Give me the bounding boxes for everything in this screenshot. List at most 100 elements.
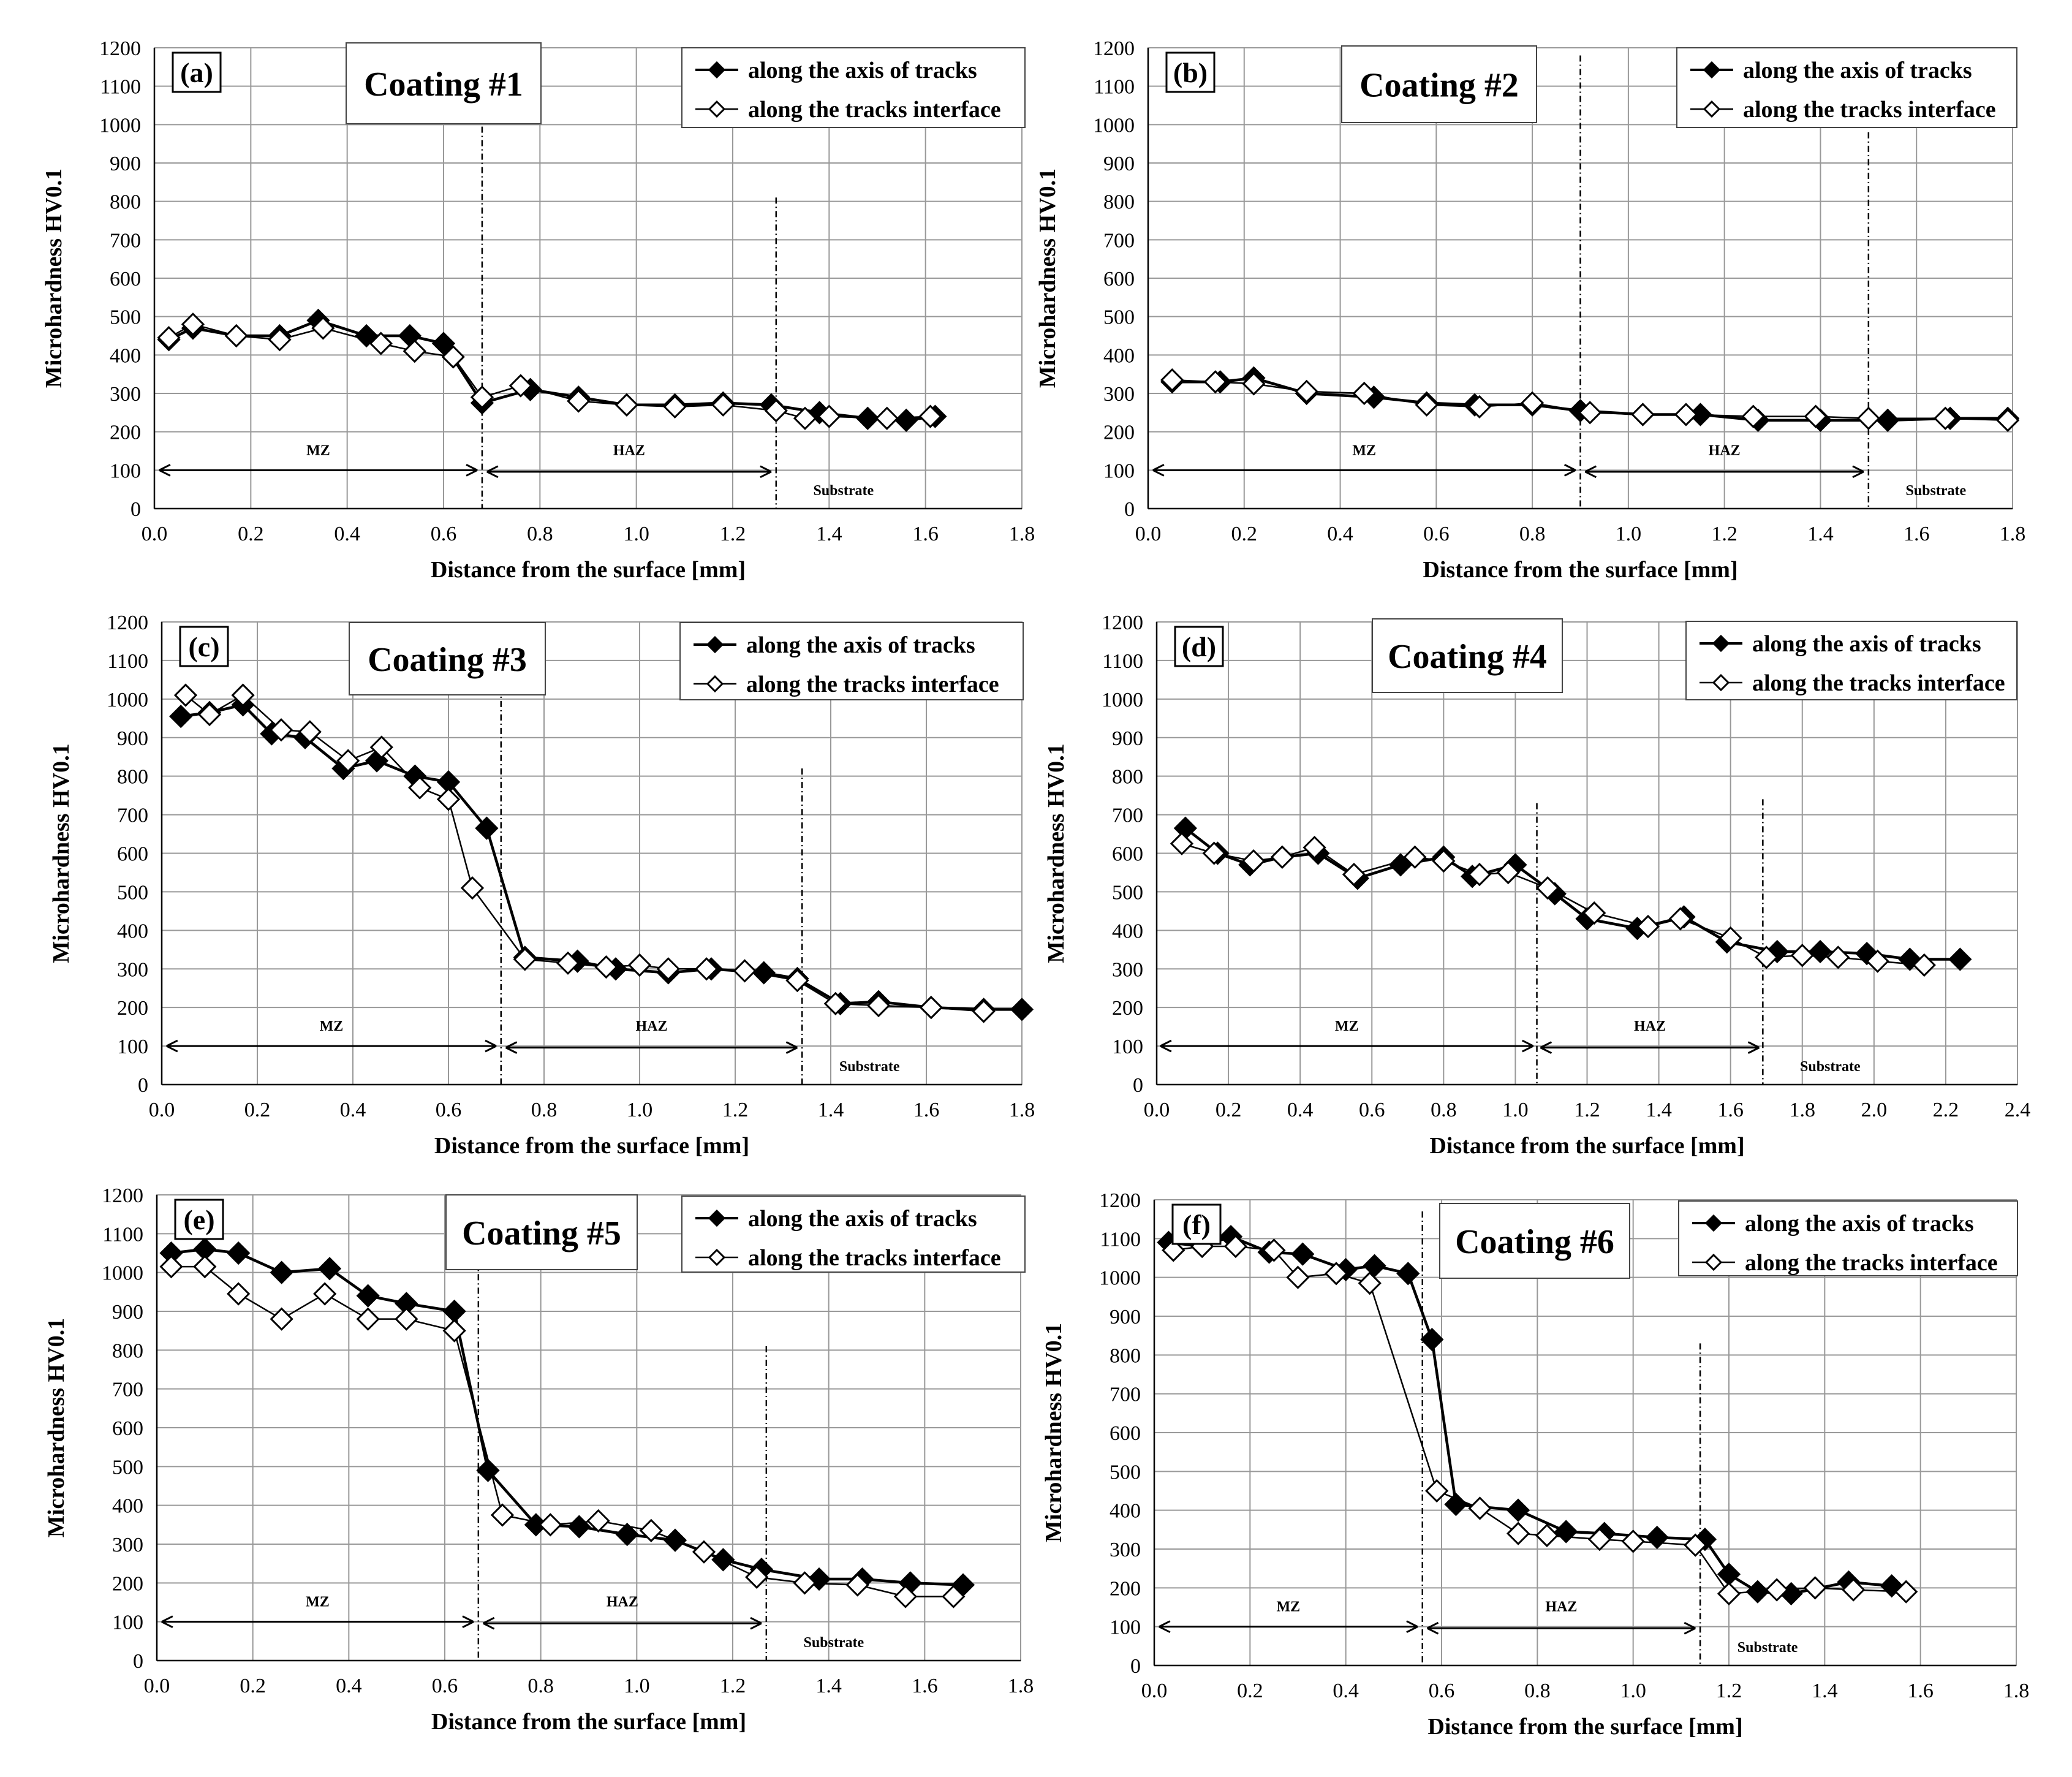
- data-point-axis: [227, 1241, 251, 1265]
- data-point-interface: [442, 1319, 466, 1343]
- zone-label-mz: MZ: [320, 1018, 344, 1034]
- y-tick-label: 1100: [1094, 76, 1135, 99]
- data-point-interface: [1631, 403, 1655, 426]
- y-tick-label: 1000: [107, 689, 148, 711]
- x-tick-label: 1.0: [1620, 1680, 1646, 1702]
- x-tick-label: 0.8: [527, 523, 553, 545]
- y-tick-label: 1100: [1102, 650, 1143, 673]
- y-tick-label: 500: [112, 1456, 143, 1479]
- y-tick-label: 800: [112, 1339, 143, 1362]
- data-point-interface: [336, 749, 360, 773]
- series-line-axis-of-tracks: [1172, 376, 2008, 422]
- y-tick-label: 700: [1112, 805, 1143, 827]
- zone-arrowhead: [161, 1615, 173, 1629]
- legend-box: [679, 622, 1024, 700]
- x-axis-title: Distance from the surface [mm]: [431, 557, 746, 583]
- y-tick-label: 400: [1110, 1500, 1141, 1523]
- y-tick-label: 1200: [1093, 37, 1135, 60]
- data-point-interface: [227, 1282, 251, 1306]
- x-tick-label: 0.8: [527, 1675, 554, 1697]
- data-point-interface: [594, 955, 618, 979]
- legend-box: [1676, 47, 2017, 128]
- data-point-axis: [615, 1523, 639, 1547]
- x-tick-label: 0.4: [336, 1675, 362, 1697]
- x-tick-label: 0.4: [334, 523, 360, 545]
- data-point-interface: [1684, 1533, 1707, 1557]
- series-line-axis-of-tracks: [180, 703, 1022, 1011]
- y-axis-title: Microhardness HV0.1: [41, 169, 67, 388]
- panel-label: (a): [180, 57, 213, 88]
- legend-marker-open-diamond: [708, 1248, 726, 1267]
- data-point-interface: [1582, 901, 1606, 925]
- zone-arrowhead: [505, 1041, 518, 1054]
- y-tick-label: 0: [138, 1074, 148, 1097]
- x-tick-label: 0.6: [1429, 1680, 1455, 1702]
- x-tick-label: 0.2: [1237, 1680, 1263, 1702]
- zone-arrowhead: [1563, 463, 1576, 477]
- legend-entry: along the tracks interface: [1743, 97, 1996, 123]
- x-tick-label: 1.6: [1717, 1099, 1744, 1121]
- y-tick-label: 1000: [102, 1262, 143, 1285]
- y-tick-label: 1000: [1093, 114, 1135, 137]
- data-point-interface: [369, 735, 393, 759]
- y-tick-label: 600: [110, 268, 141, 290]
- legend-entry: along the axis of tracks: [748, 58, 977, 83]
- data-point-axis: [169, 705, 193, 729]
- y-axis-title: Microhardness HV0.1: [48, 743, 74, 963]
- data-point-interface: [313, 1282, 337, 1306]
- y-tick-label: 0: [133, 1650, 143, 1673]
- data-point-interface: [817, 404, 841, 428]
- data-point-interface: [1535, 876, 1560, 900]
- data-point-interface: [1352, 381, 1376, 406]
- data-point-interface: [1506, 1521, 1530, 1545]
- chart-panel-5: 0 100 200 300 400 500 600 700 800 900 1000 1100 1200…: [43, 1184, 1034, 1735]
- data-point-interface: [269, 718, 293, 742]
- data-point-interface: [270, 1307, 293, 1331]
- data-point-interface: [157, 326, 181, 350]
- data-point-interface: [1203, 370, 1227, 394]
- data-point-interface: [942, 1585, 966, 1608]
- zone-arrowhead: [1159, 1620, 1171, 1634]
- y-tick-label: 200: [1112, 997, 1143, 1020]
- x-tick-label: 1.0: [1502, 1099, 1529, 1121]
- y-axis-title: Microhardness HV0.1: [43, 1318, 69, 1537]
- data-point-interface: [193, 1255, 217, 1279]
- y-tick-label: 800: [1110, 1344, 1141, 1367]
- y-tick-label: 300: [1110, 1539, 1141, 1561]
- coating-title-box: [1372, 618, 1563, 693]
- x-tick-label: 0.8: [1524, 1680, 1551, 1702]
- data-point-interface: [1842, 1578, 1866, 1602]
- zone-arrowhead: [159, 463, 171, 477]
- legend-entry: along the tracks interface: [748, 1245, 1001, 1271]
- data-point-interface: [918, 404, 942, 428]
- x-axis-title: Distance from the surface [mm]: [431, 1709, 746, 1735]
- data-point-interface: [1765, 1578, 1789, 1602]
- data-point-interface: [1856, 406, 1880, 430]
- legend-box: [681, 47, 1026, 128]
- y-tick-label: 400: [1103, 344, 1135, 367]
- data-point-interface: [1826, 945, 1850, 969]
- coating-title: Coating #4: [1388, 638, 1547, 676]
- y-tick-label: 500: [110, 306, 141, 329]
- x-tick-label: 1.6: [913, 1099, 940, 1121]
- zone-label-mz: MZ: [1277, 1599, 1301, 1615]
- x-axis-title: Distance from the surface [mm]: [434, 1133, 749, 1159]
- y-tick-label: 300: [117, 958, 148, 981]
- data-point-interface: [1934, 406, 1957, 430]
- x-tick-label: 1.4: [1646, 1099, 1672, 1121]
- y-tick-label: 800: [1112, 766, 1143, 789]
- data-point-interface: [1170, 832, 1194, 855]
- y-tick-label: 200: [112, 1572, 143, 1595]
- legend-entry: along the axis of tracks: [748, 1206, 977, 1232]
- zone-arrowhead: [1426, 1621, 1439, 1635]
- zone-arrowhead: [486, 465, 499, 479]
- x-tick-label: 0.0: [142, 523, 168, 545]
- data-point-interface: [197, 702, 222, 727]
- y-tick-label: 700: [1110, 1384, 1141, 1406]
- coating-title: Coating #6: [1455, 1223, 1614, 1261]
- data-point-interface: [298, 720, 322, 744]
- data-point-axis: [1506, 1498, 1530, 1522]
- coating-title-box: [445, 1194, 638, 1270]
- data-point-interface: [692, 1540, 716, 1564]
- zone-label-substrate: Substrate: [1737, 1640, 1798, 1656]
